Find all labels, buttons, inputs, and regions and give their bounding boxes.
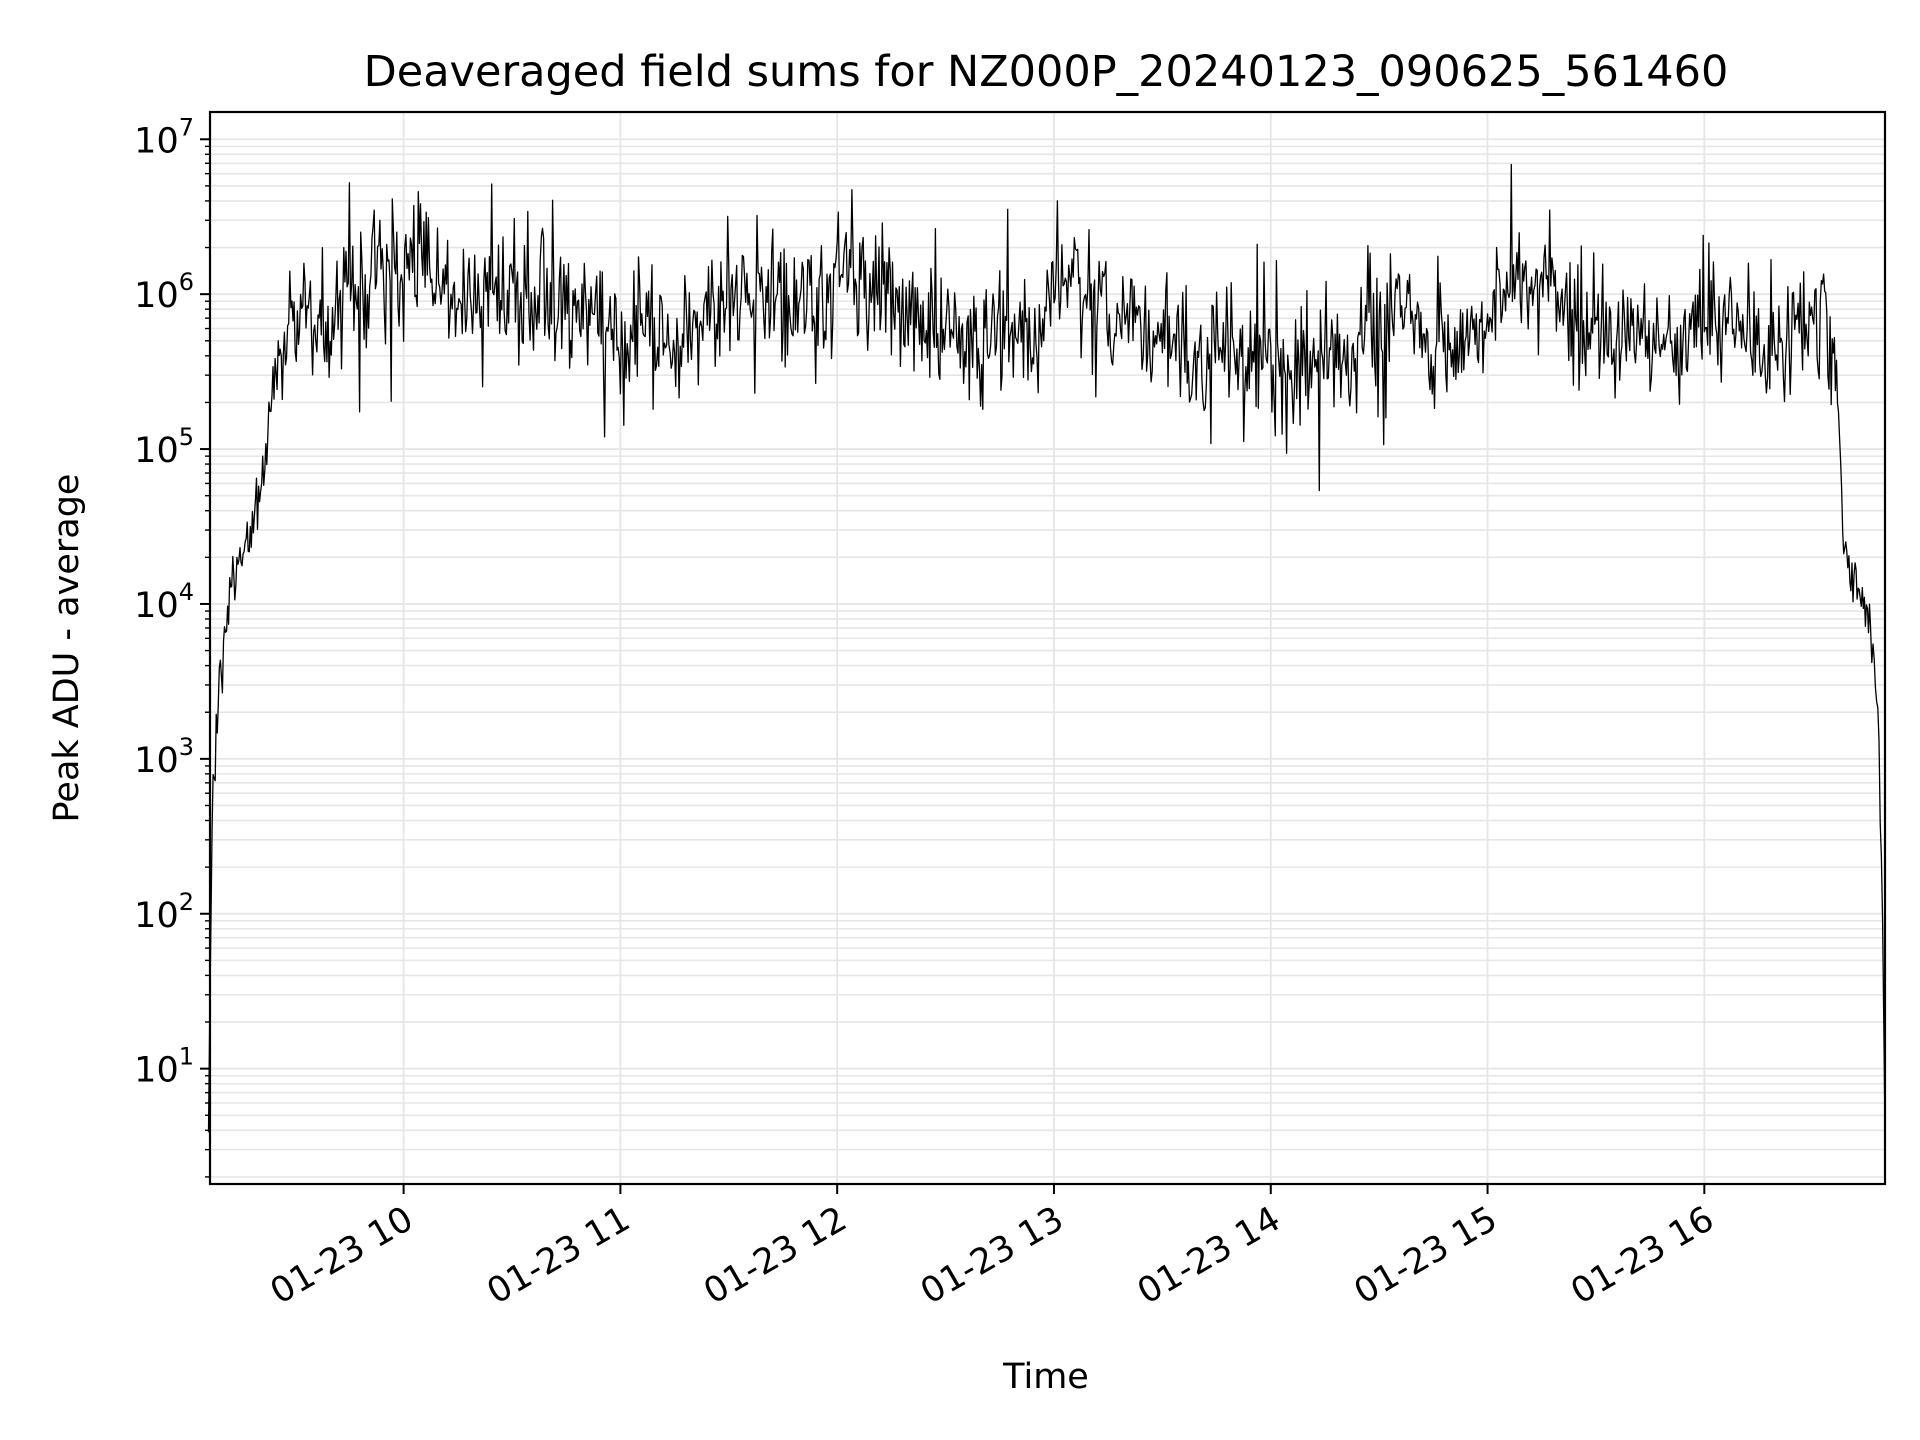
y-tick-label: 105	[134, 423, 194, 471]
y-axis-label: Peak ADU - average	[47, 474, 87, 823]
y-tick-exponent: 5	[179, 423, 194, 451]
y-tick-label: 103	[134, 733, 194, 781]
y-tick-exponent: 2	[179, 888, 194, 916]
y-tick-label: 106	[134, 268, 194, 316]
chart-title: Deaveraged field sums for NZ000P_2024012…	[364, 47, 1729, 97]
series-layer	[207, 163, 1886, 1133]
y-tick-exponent: 4	[179, 578, 194, 606]
plot-frame	[208, 110, 1887, 1186]
y-tick-exponent: 7	[179, 113, 194, 141]
y-tick-exponent: 3	[179, 733, 194, 761]
y-tick-exponent: 6	[179, 268, 194, 296]
series-line	[207, 163, 1886, 1133]
y-tick-exponent: 1	[179, 1043, 194, 1071]
x-axis-label: Time	[1002, 1357, 1089, 1397]
